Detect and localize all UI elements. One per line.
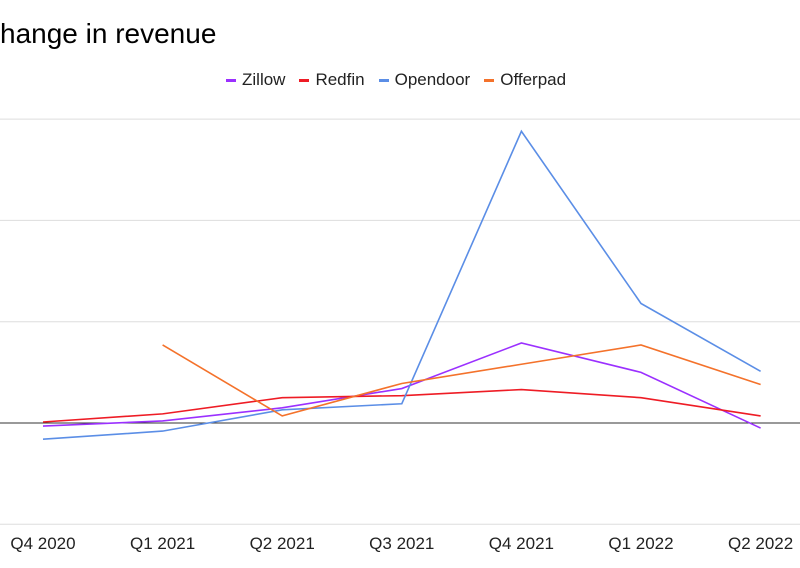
x-tick-label: Q4 2020 (10, 534, 75, 553)
series-line-redfin (42, 388, 761, 423)
legend-label: Opendoor (394, 70, 471, 89)
legend-label: Zillow (242, 70, 286, 89)
legend-item: Redfin (299, 70, 365, 90)
legend-item: Offerpad (484, 70, 566, 90)
legend-swatch (299, 78, 310, 82)
x-tick-label: Q3 2021 (369, 534, 434, 553)
series-line-offerpad (162, 344, 761, 417)
legend-label: Offerpad (500, 70, 567, 89)
x-tick-label: Q1 2021 (130, 534, 195, 553)
x-tick-label: Q2 2021 (250, 534, 315, 553)
x-tick-label: Q2 2022 (728, 534, 793, 553)
legend-swatch (484, 78, 495, 82)
chart-title: hange in revenue (0, 18, 217, 49)
legend-swatch (226, 78, 236, 82)
x-tick-label: Q4 2021 (489, 534, 554, 553)
legend-label: Redfin (315, 70, 365, 89)
series-line-opendoor (42, 129, 761, 441)
legend-item: Opendoor (378, 70, 471, 90)
x-tick-label: Q1 2022 (608, 534, 673, 553)
legend-item: Zillow (226, 70, 285, 90)
legend-swatch (378, 78, 389, 82)
legend: Zillow Redfin Opendoor Offerpad (226, 70, 566, 90)
